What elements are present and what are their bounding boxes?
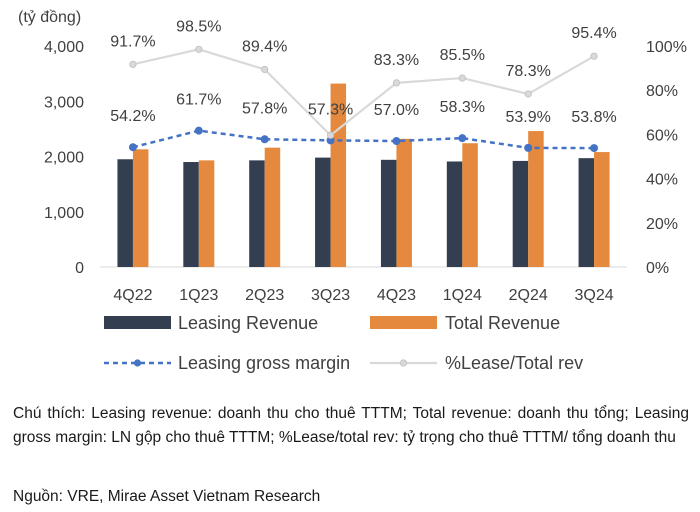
legend-label-total-revenue: Total Revenue <box>445 313 560 333</box>
leasing-revenue-bar <box>578 158 595 267</box>
lease-total-rev-point <box>129 60 137 68</box>
x-tick-label: 3Q24 <box>574 287 613 304</box>
lease-total-rev-label: 89.4% <box>242 38 287 55</box>
x-tick-label: 2Q24 <box>509 287 548 304</box>
leasing-revenue-bar <box>512 160 529 267</box>
total-revenue-bar <box>462 143 478 267</box>
total-revenue-bar <box>528 131 544 267</box>
leasing-gross-margin-label: 53.9% <box>506 109 551 126</box>
total-revenue-bar <box>396 138 412 267</box>
lines <box>128 45 599 153</box>
y-left-tick-label: 2,000 <box>44 150 84 167</box>
total-revenue-bar <box>198 160 215 267</box>
leasing-revenue-bar <box>315 157 331 267</box>
y-right-tick-label: 80% <box>646 83 678 100</box>
leasing-gross-margin-point <box>194 126 203 135</box>
leasing-gross-margin-label: 57.3% <box>308 101 353 118</box>
legend-label-leasing-revenue: Leasing Revenue <box>178 313 318 333</box>
lease-total-rev-point <box>195 45 203 53</box>
leasing-gross-margin-point <box>524 143 533 152</box>
leasing-revenue-bar <box>249 160 265 267</box>
chart-source: Nguồn: VRE, Mirae Asset Vietnam Research <box>13 488 321 505</box>
y-right-tick-label: 0% <box>646 260 669 277</box>
combo-chart: (tỷ đồng) 0 1,000 2,000 3,000 4,000 0% 20% 40% 60… <box>18 9 687 373</box>
legend-marker-leasing-gross-margin <box>133 359 142 367</box>
total-revenue-bar <box>264 147 281 267</box>
leasing-gross-margin-point <box>260 135 269 144</box>
lease-total-rev-point <box>458 74 466 82</box>
leasing-revenue-bar <box>380 159 397 267</box>
legend: Leasing Revenue Total Revenue Leasing gros… <box>104 313 583 373</box>
y-left-tick-label: 4,000 <box>44 39 84 56</box>
bars <box>117 83 610 267</box>
leasing-gross-margin-label: 54.2% <box>110 108 155 125</box>
leasing-gross-margin-label: 53.8% <box>571 109 616 126</box>
x-tick-label: 1Q23 <box>179 287 218 304</box>
axes: (tỷ đồng) 0 1,000 2,000 3,000 4,000 0% 20% 40% 60… <box>18 9 687 304</box>
unit-label: (tỷ đồng) <box>18 9 81 26</box>
leasing-gross-margin-label: 57.0% <box>374 102 419 119</box>
y-right-tick-label: 40% <box>646 172 678 189</box>
leasing-revenue-bar <box>446 161 463 267</box>
legend-label-lease-total-rev: %Lease/Total rev <box>445 353 583 373</box>
lease-total-rev-line <box>132 48 595 137</box>
lease-total-rev-label: 78.3% <box>506 63 551 80</box>
lease-total-rev-label: 98.5% <box>176 18 221 35</box>
total-revenue-bar <box>132 149 149 267</box>
x-tick-label: 4Q22 <box>113 287 152 304</box>
chart-note: Chú thích: Leasing revenue: doanh thu ch… <box>13 405 689 446</box>
legend-label-leasing-gross-margin: Leasing gross margin <box>178 353 350 373</box>
x-tick-label: 1Q24 <box>443 287 482 304</box>
legend-swatch-leasing-revenue <box>104 316 171 329</box>
lease-total-rev-point <box>392 79 401 87</box>
lease-total-rev-label: 85.5% <box>440 47 485 64</box>
y-right-tick-label: 60% <box>646 127 678 144</box>
lease-total-rev-label: 91.7% <box>110 33 155 50</box>
leasing-gross-margin-point <box>590 144 599 153</box>
x-tick-label: 3Q23 <box>311 287 350 304</box>
y-right-tick-label: 100% <box>646 39 687 56</box>
y-right-tick-label: 20% <box>646 216 678 233</box>
lease-total-rev-point <box>261 65 269 74</box>
lease-total-rev-point <box>590 52 598 60</box>
y-left-tick-label: 3,000 <box>44 94 84 111</box>
legend-swatch-total-revenue <box>370 316 437 329</box>
x-tick-label: 2Q23 <box>245 287 284 304</box>
x-tick-label: 4Q23 <box>377 287 416 304</box>
lease-total-rev-point <box>326 131 335 139</box>
legend-marker-lease-total-rev <box>399 359 408 367</box>
y-left-tick-label: 0 <box>75 260 84 277</box>
leasing-gross-margin-line <box>132 129 595 150</box>
leasing-gross-margin-label: 61.7% <box>176 92 221 109</box>
total-revenue-bar <box>330 83 347 267</box>
lease-total-rev-label: 95.4% <box>571 25 616 42</box>
leasing-gross-margin-point <box>458 134 467 143</box>
leasing-gross-margin-point <box>128 143 137 152</box>
leasing-revenue-bar <box>117 159 133 267</box>
leasing-gross-margin-label: 58.3% <box>440 99 485 116</box>
total-revenue-bar <box>594 152 610 267</box>
lease-total-rev-point <box>524 90 532 98</box>
leasing-gross-margin-point <box>392 137 401 146</box>
lease-total-rev-label: 83.3% <box>374 52 419 69</box>
leasing-gross-margin-label: 57.8% <box>242 100 287 117</box>
leasing-revenue-bar <box>183 162 199 267</box>
y-left-tick-label: 1,000 <box>44 205 84 222</box>
data-labels: 54.2% 61.7% 57.8% 57.3% 57.0% 58.3% 53.9% 53.8%… <box>110 18 617 126</box>
